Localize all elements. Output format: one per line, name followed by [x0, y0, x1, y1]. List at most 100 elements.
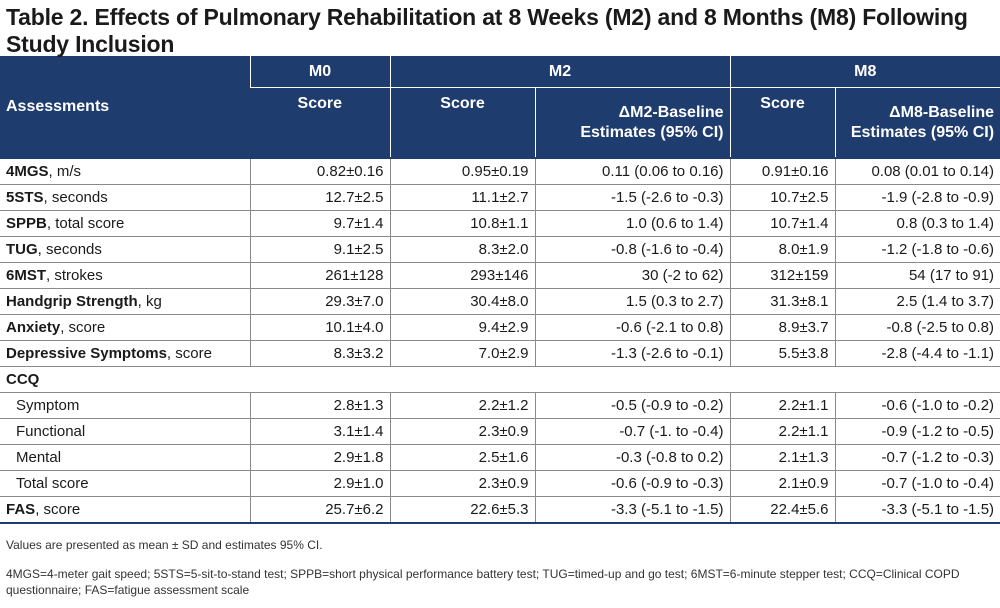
- cell-m8-delta: 2.5 (1.4 to 3.7): [834, 288, 1000, 315]
- section-label-ccq: CCQ: [0, 366, 1000, 393]
- cell-m2-score: 2.3±0.9: [389, 470, 535, 497]
- cell-m2-delta: -0.6 (-0.9 to -0.3): [534, 470, 731, 497]
- row-label: 4MGS, m/s: [0, 157, 250, 185]
- row-label-unit: , score: [35, 501, 81, 518]
- cell-m8-delta: -0.6 (-1.0 to -0.2): [834, 392, 1000, 419]
- header-m8: M8: [729, 56, 1000, 88]
- cell-m8-delta: -1.2 (-1.8 to -0.6): [834, 236, 1000, 263]
- table-row: SPPB, total score 9.7±1.4 10.8±1.1 1.0 (0.6…: [0, 210, 1000, 237]
- table-body: 4MGS, m/s 0.82±0.16 0.95±0.19 0.11 (0.06 to…: [0, 157, 1000, 524]
- row-label-unit: , seconds: [43, 189, 108, 206]
- cell-m2-score: 0.95±0.19: [389, 157, 535, 185]
- cell-m2-score: 9.4±2.9: [389, 314, 535, 341]
- row-label: Functional: [0, 418, 250, 445]
- row-label-unit: , m/s: [48, 163, 82, 180]
- header-m8-delta-line2: Estimates (95% CI): [850, 123, 995, 141]
- row-label-unit: , kg: [137, 293, 162, 310]
- cell-m0-score: 2.9±1.0: [249, 470, 390, 497]
- cell-m2-score: 30.4±8.0: [389, 288, 535, 315]
- row-label-bold: 6MST: [6, 267, 47, 284]
- cell-m2-delta: -3.3 (-5.1 to -1.5): [534, 496, 731, 524]
- cell-m8-delta: -0.7 (-1.0 to -0.4): [834, 470, 1000, 497]
- row-label-bold: SPPB: [6, 215, 47, 232]
- table-row: Mental 2.9±1.8 2.5±1.6 -0.3 (-0.8 to 0.2) 2.…: [0, 444, 1000, 471]
- row-label: Handgrip Strength, kg: [0, 288, 250, 315]
- table-row: Total score 2.9±1.0 2.3±0.9 -0.6 (-0.9 to -…: [0, 470, 1000, 497]
- cell-m8-delta: 54 (17 to 91): [834, 262, 1000, 289]
- cell-m2-delta: -0.6 (-2.1 to 0.8): [534, 314, 731, 341]
- cell-m0-score: 29.3±7.0: [249, 288, 390, 315]
- cell-m8-score: 8.9±3.7: [729, 314, 836, 341]
- row-label: Symptom: [0, 392, 250, 419]
- cell-m0-score: 3.1±1.4: [249, 418, 390, 445]
- cell-m2-score: 8.3±2.0: [389, 236, 535, 263]
- row-label-unit: , total score: [46, 215, 125, 232]
- cell-m2-score: 11.1±2.7: [389, 184, 535, 211]
- header-m2-delta-line1: ΔM2-Baseline: [618, 103, 724, 121]
- cell-m8-delta: -0.7 (-1.2 to -0.3): [834, 444, 1000, 471]
- row-label-bold: Handgrip Strength: [6, 293, 138, 310]
- cell-m8-score: 8.0±1.9: [729, 236, 836, 263]
- values-note: Values are presented as mean ± SD and es…: [6, 538, 323, 552]
- cell-m8-delta: -0.9 (-1.2 to -0.5): [834, 418, 1000, 445]
- cell-m8-score: 2.2±1.1: [729, 418, 836, 445]
- cell-m2-delta: -0.3 (-0.8 to 0.2): [534, 444, 731, 471]
- cell-m8-score: 312±159: [729, 262, 836, 289]
- row-label-unit: , score: [166, 345, 212, 362]
- cell-m2-delta: -1.5 (-2.6 to -0.3): [534, 184, 731, 211]
- cell-m2-delta: -0.8 (-1.6 to -0.4): [534, 236, 731, 263]
- row-label: SPPB, total score: [0, 210, 250, 237]
- cell-m0-score: 2.8±1.3: [249, 392, 390, 419]
- header-m2-delta-line2: Estimates (95% CI): [580, 123, 724, 141]
- cell-m8-score: 0.91±0.16: [729, 157, 836, 185]
- table-row: Anxiety, score 10.1±4.0 9.4±2.9 -0.6 (-2.1 …: [0, 314, 1000, 341]
- table-row: 6MST, strokes 261±128 293±146 30 (-2 to 62)…: [0, 262, 1000, 289]
- row-label: 6MST, strokes: [0, 262, 250, 289]
- abbreviations-note: 4MGS=4-meter gait speed; 5STS=5-sit-to-s…: [6, 567, 960, 597]
- table-row: Functional 3.1±1.4 2.3±0.9 -0.7 (-1. to -0.…: [0, 418, 1000, 445]
- header-assessments: Assessments: [0, 56, 250, 159]
- cell-m8-score: 5.5±3.8: [729, 340, 836, 367]
- row-label: FAS, score: [0, 496, 250, 524]
- row-label-unit: , seconds: [37, 241, 102, 258]
- cell-m8-score: 2.1±0.9: [729, 470, 836, 497]
- cell-m8-delta: 0.08 (0.01 to 0.14): [834, 157, 1000, 185]
- row-label: Anxiety, score: [0, 314, 250, 341]
- cell-m0-score: 25.7±6.2: [249, 496, 390, 524]
- table-row: Handgrip Strength, kg 29.3±7.0 30.4±8.0 1.5…: [0, 288, 1000, 315]
- cell-m8-delta: -2.8 (-4.4 to -1.1): [834, 340, 1000, 367]
- cell-m8-delta: 0.8 (0.3 to 1.4): [834, 210, 1000, 237]
- header-m2: M2: [389, 56, 731, 88]
- header-m2-score: Score: [389, 87, 535, 158]
- cell-m2-delta: 1.0 (0.6 to 1.4): [534, 210, 731, 237]
- header-m8-delta-line1: ΔM8-Baseline: [889, 103, 995, 121]
- header-m8-score: Score: [729, 87, 836, 158]
- cell-m2-delta: -0.5 (-0.9 to -0.2): [534, 392, 731, 419]
- cell-m2-score: 2.5±1.6: [389, 444, 535, 471]
- table-title: Table 2. Effects of Pulmonary Rehabilita…: [6, 4, 968, 57]
- row-label-bold: FAS: [6, 501, 36, 518]
- cell-m8-delta: -3.3 (-5.1 to -1.5): [834, 496, 1000, 524]
- table-row: TUG, seconds 9.1±2.5 8.3±2.0 -0.8 (-1.6 to …: [0, 236, 1000, 263]
- table-row-section: CCQ: [0, 366, 1000, 393]
- row-label-bold: 5STS: [6, 189, 44, 206]
- cell-m2-score: 7.0±2.9: [389, 340, 535, 367]
- cell-m2-delta: 1.5 (0.3 to 2.7): [534, 288, 731, 315]
- table-row: FAS, score 25.7±6.2 22.6±5.3 -3.3 (-5.1 to …: [0, 496, 1000, 524]
- cell-m2-score: 22.6±5.3: [389, 496, 535, 524]
- row-label-bold: Anxiety: [6, 319, 61, 336]
- row-label-bold: TUG: [6, 241, 38, 258]
- header-m0-score: Score: [250, 87, 390, 158]
- cell-m8-delta: -0.8 (-2.5 to 0.8): [834, 314, 1000, 341]
- header-m0: M0: [249, 56, 390, 88]
- cell-m0-score: 9.1±2.5: [249, 236, 390, 263]
- row-label-bold: 4MGS: [6, 163, 49, 180]
- cell-m8-score: 2.2±1.1: [729, 392, 836, 419]
- row-label: Depressive Symptoms, score: [0, 340, 250, 367]
- cell-m2-delta: 30 (-2 to 62): [534, 262, 731, 289]
- cell-m2-delta: -1.3 (-2.6 to -0.1): [534, 340, 731, 367]
- row-label-unit: , score: [60, 319, 106, 336]
- row-label: 5STS, seconds: [0, 184, 250, 211]
- table-row: Symptom 2.8±1.3 2.2±1.2 -0.5 (-0.9 to -0.2)…: [0, 392, 1000, 419]
- cell-m2-delta: -0.7 (-1. to -0.4): [534, 418, 731, 445]
